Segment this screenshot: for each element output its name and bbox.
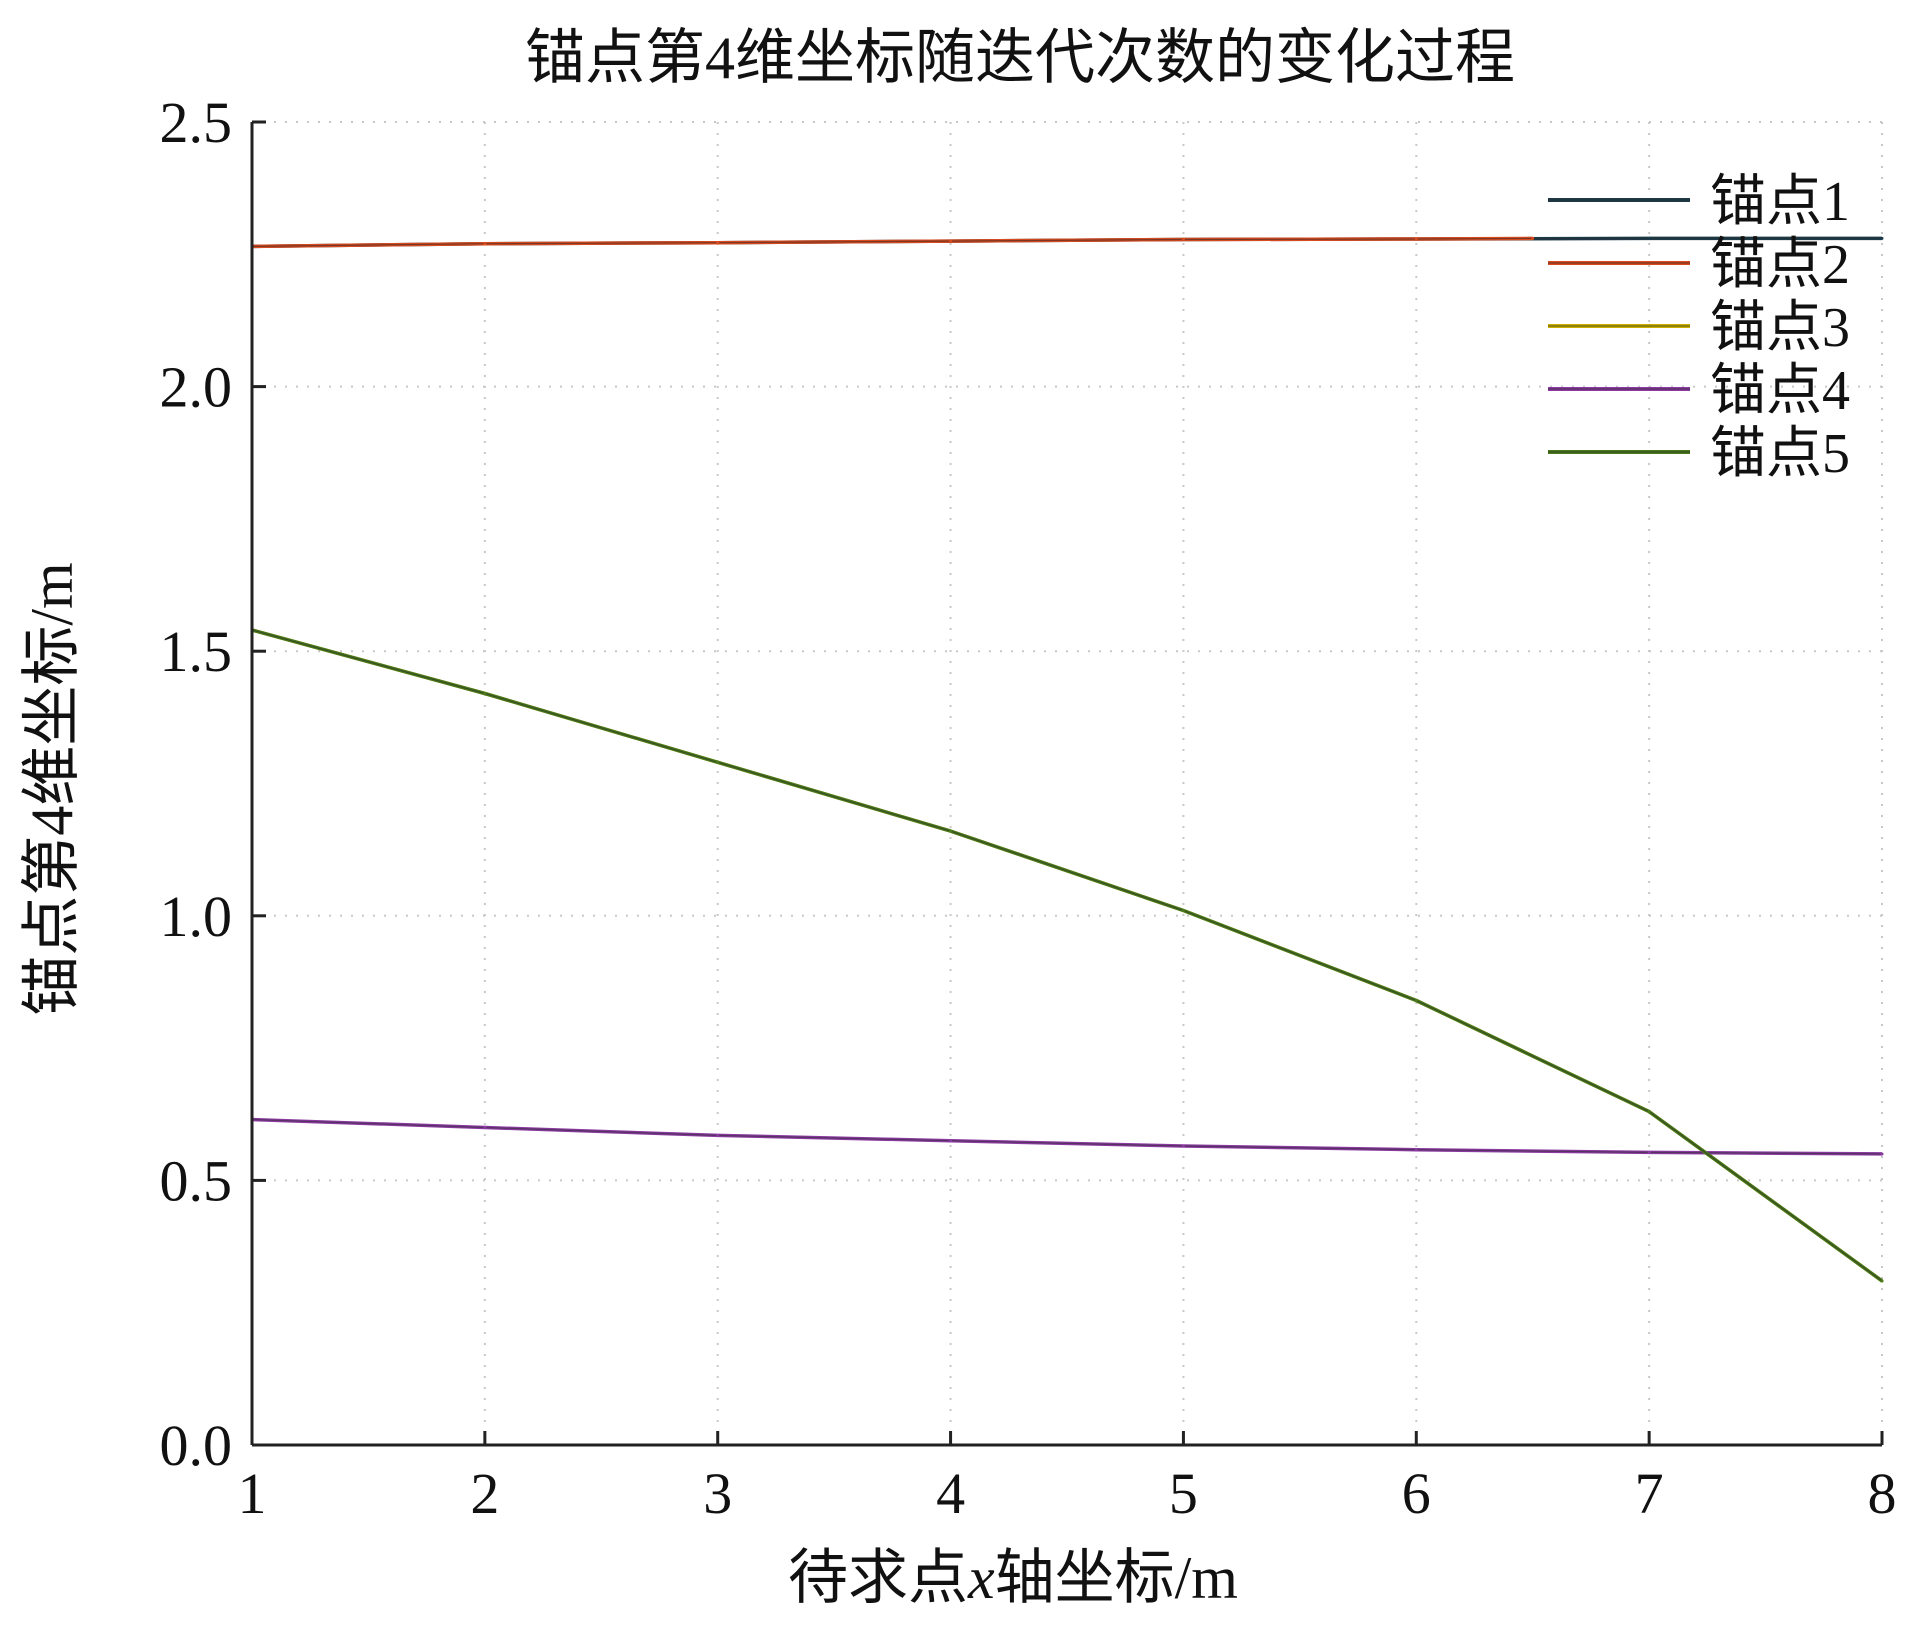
axes-layer <box>250 122 1882 1447</box>
x-tick-label: 2 <box>470 1461 499 1526</box>
series-5-point <box>1647 1110 1651 1114</box>
series-4-point <box>1414 1148 1418 1152</box>
x-axis-label: 待求点x轴坐标/m <box>788 1545 1238 1611</box>
y-axis-label: 锚点第4维坐标/m <box>19 562 85 1015</box>
series-2-point <box>949 239 953 243</box>
series-1-point <box>1880 236 1884 240</box>
x-tick-label: 5 <box>1169 1461 1198 1526</box>
chart-title: 锚点第4维坐标随迭代次数的变化过程 <box>525 25 1515 91</box>
y-tick-label: 0.5 <box>160 1148 233 1213</box>
x-axis-label-variable: x <box>967 1545 995 1611</box>
series-2-point <box>716 241 720 245</box>
series-layer <box>250 236 1884 1283</box>
series-5-point <box>1181 909 1185 913</box>
series-5-point <box>1414 998 1418 1002</box>
series-line-4-edge <box>251 1118 1883 1155</box>
series-line-5-edge <box>251 629 1883 1282</box>
x-axis-label-main: 待求点 <box>788 1545 968 1611</box>
series-5-point <box>1880 1279 1884 1283</box>
series-2-point <box>1414 237 1418 241</box>
legend-label-3: 锚点3 <box>1710 297 1850 359</box>
series-4-point <box>716 1133 720 1137</box>
legend-label-4: 锚点4 <box>1710 360 1850 422</box>
series-4-point <box>949 1139 953 1143</box>
series-4-point <box>483 1125 487 1129</box>
series-1-point <box>1647 236 1651 240</box>
series-5-point <box>716 760 720 764</box>
series-2-point <box>1531 236 1535 240</box>
legend-label-5: 锚点5 <box>1710 423 1850 485</box>
y-tick-label: 1.0 <box>160 884 233 949</box>
x-axis-label-rest: 轴坐标/m <box>995 1545 1238 1611</box>
series-4-point <box>1647 1150 1651 1154</box>
y-tick-label: 2.0 <box>160 355 233 420</box>
series-5-point <box>949 829 953 833</box>
x-tick-label: 3 <box>703 1461 732 1526</box>
series-4-point <box>1181 1144 1185 1148</box>
x-tick-label: 6 <box>1402 1461 1431 1526</box>
series-4-point <box>1880 1152 1884 1156</box>
x-tick-label: 4 <box>936 1461 965 1526</box>
legend-label-1: 锚点1 <box>1710 171 1850 233</box>
series-2-point <box>483 242 487 246</box>
x-tick-label: 1 <box>238 1461 267 1526</box>
y-tick-label: 2.5 <box>160 90 233 155</box>
ticks-layer: 1 2 3 4 5 6 7 8 0.0 0.5 1.0 1.5 2.0 2.5 <box>160 90 1897 1526</box>
legend-label-2: 锚点2 <box>1710 234 1850 296</box>
series-5-point <box>483 692 487 696</box>
x-tick-label: 7 <box>1635 1461 1664 1526</box>
y-tick-label: 1.5 <box>160 619 233 684</box>
series-2-point <box>1181 237 1185 241</box>
y-tick-label: 0.0 <box>160 1413 233 1478</box>
x-tick-label: 8 <box>1868 1461 1897 1526</box>
